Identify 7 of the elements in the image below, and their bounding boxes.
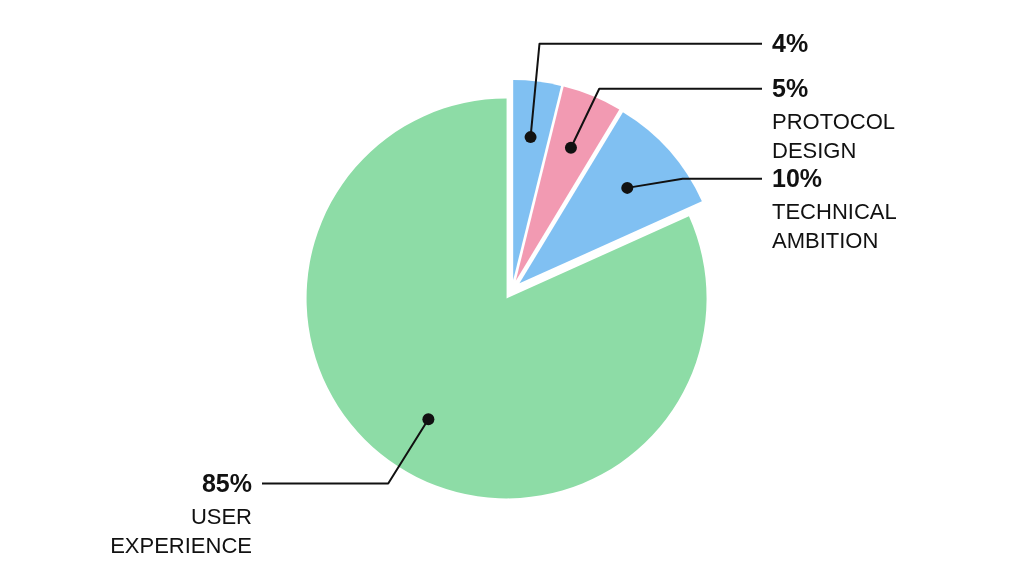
slice-label: TECHNICAL AMBITION (772, 198, 897, 253)
data-label: 4% (772, 28, 809, 57)
data-label: 85% (201, 468, 252, 497)
slice-label: PROTOCOL DESIGN (772, 108, 896, 163)
slice-label: USER EXPERIENCE (110, 503, 252, 558)
data-label: 5% (772, 73, 809, 102)
data-label: 10% (772, 163, 823, 192)
